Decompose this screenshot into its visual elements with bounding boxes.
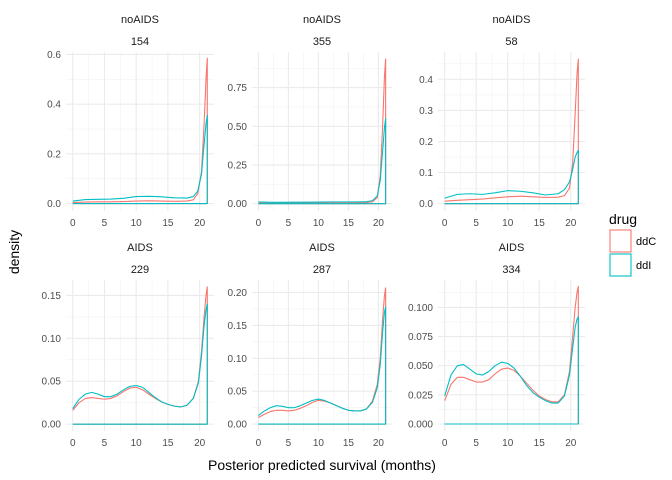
x-tick-label: 0 <box>70 438 76 449</box>
density-line-ddi <box>444 316 579 425</box>
x-tick-label: 20 <box>565 218 577 229</box>
density-line-ddc <box>72 286 208 425</box>
facet-panels: 0 5 10 15 20 0.0 0.2 0.4 0.6 noAIDS 154 0 5 10 15 20 0.0… <box>42 14 585 449</box>
y-tick-label: 0.000 <box>408 420 433 431</box>
x-tick-label: 5 <box>102 438 108 449</box>
facet-panel: 0 5 10 15 20 0.0 0.1 0.2 0.3 0.4 noAIDS 58 <box>419 14 585 229</box>
x-tick-label: 10 <box>313 218 325 229</box>
y-tick-label: 0.050 <box>408 361 433 372</box>
legend-key-ddi <box>609 253 632 277</box>
y-tick-label: 0.10 <box>42 334 62 345</box>
x-tick-label: 20 <box>194 218 206 229</box>
x-tick-label: 15 <box>162 438 174 449</box>
density-line-ddi <box>444 149 579 205</box>
y-tick-label: 0.025 <box>408 390 433 401</box>
x-tick-label: 15 <box>343 438 355 449</box>
facet-panel: 0 5 10 15 20 0.000 0.025 0.050 0.075 0.100 AIDS 334 <box>408 242 585 449</box>
facet-strip-label: AIDS <box>499 242 525 254</box>
y-tick-label: 0.20 <box>228 288 248 299</box>
x-tick-label: 0 <box>70 218 76 229</box>
facet-strip-label: noAIDS <box>121 14 159 26</box>
x-tick-label: 10 <box>131 218 143 229</box>
y-tick-label: 0.0 <box>419 199 433 210</box>
y-axis-title: density <box>6 230 22 274</box>
facet-panel: 0 5 10 15 20 0.00 0.25 0.50 0.75 noAIDS 355 <box>228 14 392 229</box>
y-tick-label: 0.0 <box>47 199 61 210</box>
y-tick-label: 0.75 <box>228 83 248 94</box>
facet-strip-label: 229 <box>131 264 149 276</box>
y-tick-label: 0.50 <box>228 122 248 133</box>
x-axis-title: Posterior predicted survival (months) <box>208 457 436 473</box>
x-tick-label: 5 <box>286 438 292 449</box>
x-tick-label: 10 <box>131 438 143 449</box>
x-tick-label: 15 <box>162 218 174 229</box>
y-tick-label: 0.4 <box>419 75 433 86</box>
facet-strip-label: AIDS <box>309 242 335 254</box>
y-tick-label: 0.4 <box>47 100 61 111</box>
x-tick-label: 5 <box>102 218 108 229</box>
facet-strip-label: 355 <box>313 36 331 48</box>
y-tick-label: 0.2 <box>47 149 61 160</box>
x-tick-label: 10 <box>502 218 514 229</box>
y-tick-label: 0.05 <box>228 387 248 398</box>
facet-strip-label: 287 <box>313 264 331 276</box>
x-tick-label: 20 <box>373 438 385 449</box>
facet-strip-label: 154 <box>131 36 149 48</box>
y-tick-label: 0.10 <box>228 354 248 365</box>
y-tick-label: 0.15 <box>228 321 248 332</box>
y-tick-label: 0.00 <box>228 199 248 210</box>
x-tick-label: 20 <box>194 438 206 449</box>
x-tick-label: 5 <box>286 218 292 229</box>
y-tick-label: 0.1 <box>419 168 433 179</box>
facet-strip-label: 334 <box>502 264 520 276</box>
x-tick-label: 5 <box>473 438 479 449</box>
x-tick-label: 10 <box>313 438 325 449</box>
x-tick-label: 20 <box>565 438 577 449</box>
density-line-ddi <box>258 118 387 205</box>
y-tick-label: 0.25 <box>228 161 248 172</box>
x-tick-label: 20 <box>373 218 385 229</box>
density-line-ddc <box>444 58 579 205</box>
x-tick-label: 0 <box>256 438 262 449</box>
legend-label: ddI <box>636 260 651 272</box>
y-tick-label: 0.3 <box>419 106 433 117</box>
x-tick-label: 10 <box>502 438 514 449</box>
facet-strip-label: AIDS <box>127 242 153 254</box>
density-line-ddi <box>72 114 208 205</box>
legend-key-ddc <box>609 229 632 253</box>
x-tick-label: 0 <box>442 218 448 229</box>
legend-label: ddC <box>636 236 656 248</box>
y-tick-label: 0.15 <box>42 291 62 302</box>
facet-panel: 0 5 10 15 20 0.0 0.2 0.4 0.6 noAIDS 154 <box>47 14 214 229</box>
x-tick-label: 0 <box>256 218 262 229</box>
legend-title: drug <box>609 211 637 227</box>
density-line-ddc <box>258 287 387 425</box>
facet-strip-label: noAIDS <box>493 14 531 26</box>
x-tick-label: 5 <box>473 218 479 229</box>
density-line-ddc <box>258 58 387 205</box>
density-line-ddi <box>72 303 208 425</box>
density-line-ddc <box>72 57 208 205</box>
y-tick-label: 0.00 <box>42 420 62 431</box>
facet-strip-label: 58 <box>505 36 517 48</box>
density-line-ddi <box>258 306 387 425</box>
y-tick-label: 0.075 <box>408 332 433 343</box>
facet-strip-label: noAIDS <box>303 14 341 26</box>
y-tick-label: 0.6 <box>47 50 61 61</box>
x-tick-label: 15 <box>343 218 355 229</box>
facet-panel: 0 5 10 15 20 0.00 0.05 0.10 0.15 AIDS 229 <box>42 242 214 449</box>
y-tick-label: 0.2 <box>419 137 433 148</box>
y-tick-label: 0.00 <box>228 420 248 431</box>
y-tick-label: 0.05 <box>42 377 62 388</box>
legend: drug ddC ddI <box>609 211 656 277</box>
y-tick-label: 0.100 <box>408 303 433 314</box>
x-tick-label: 0 <box>442 438 448 449</box>
x-tick-label: 15 <box>534 218 546 229</box>
density-line-ddc <box>444 285 579 425</box>
x-tick-label: 15 <box>534 438 546 449</box>
facet-panel: 0 5 10 15 20 0.00 0.05 0.10 0.15 0.20 AIDS 287 <box>228 242 392 449</box>
